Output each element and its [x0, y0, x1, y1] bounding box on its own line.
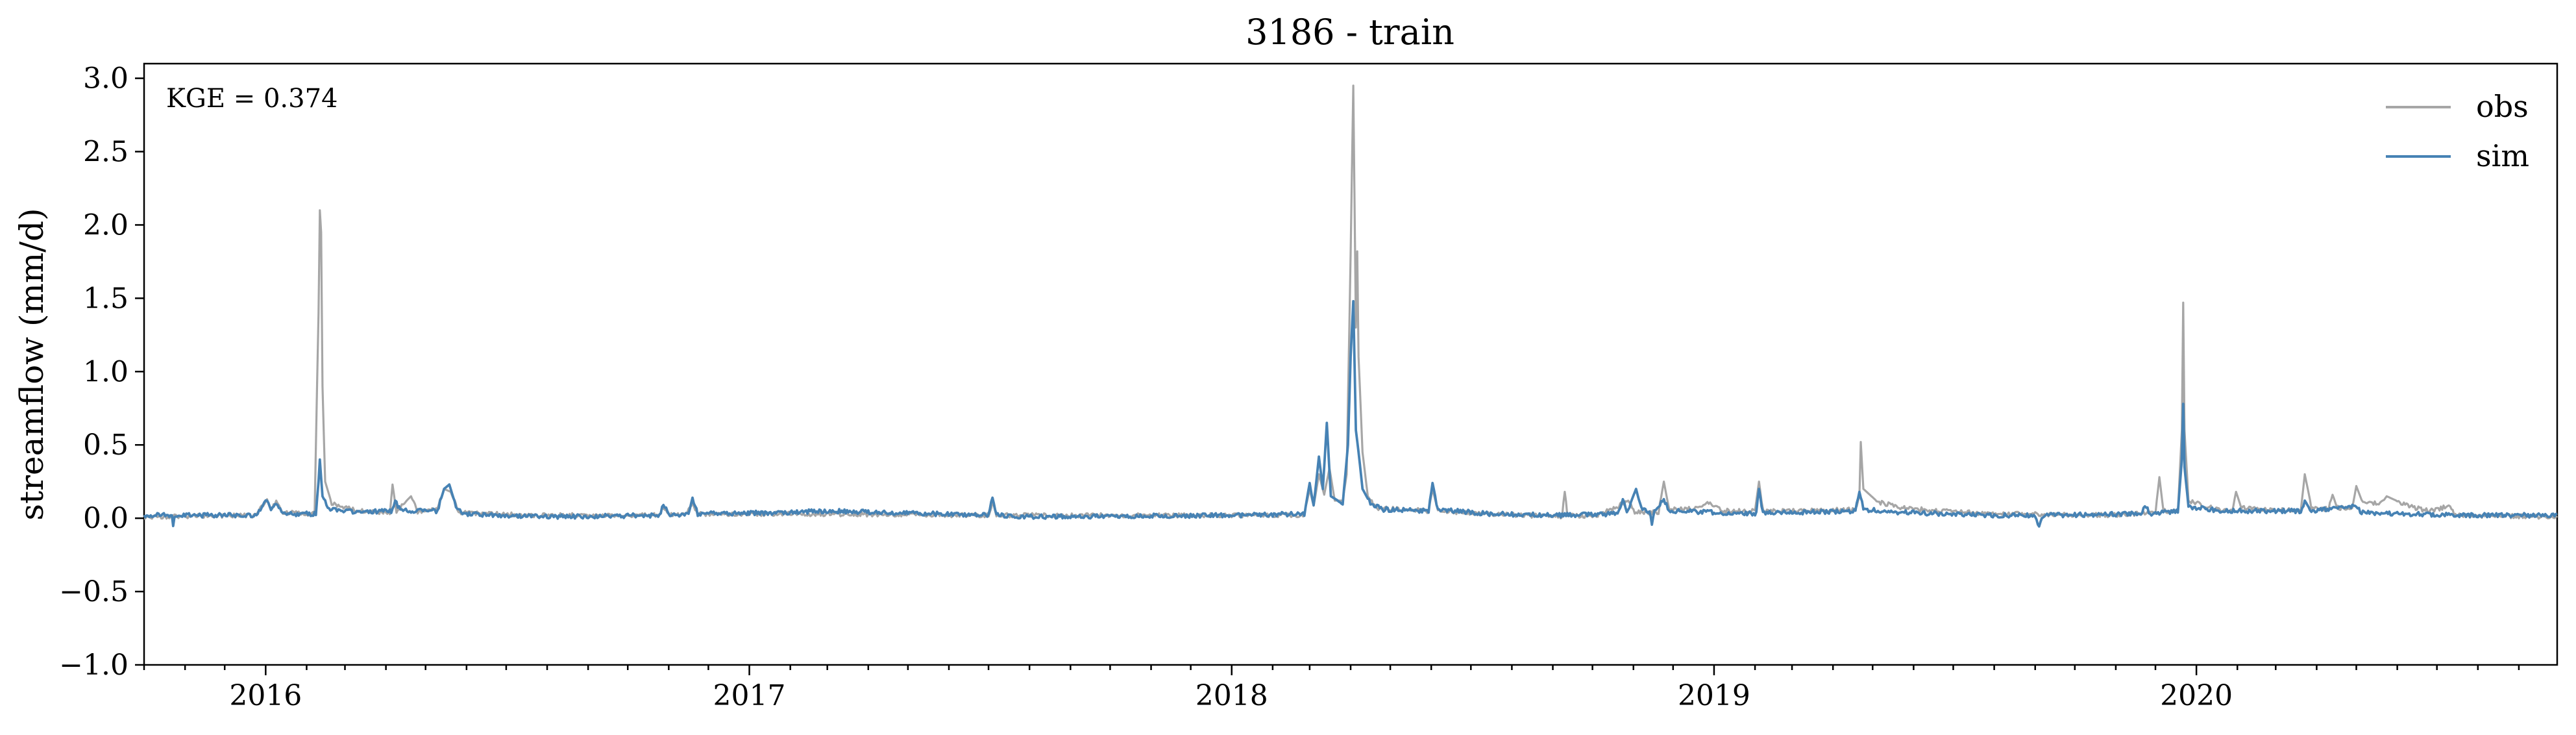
x-axis: 2016 2017 2018 2019 2020 [143, 665, 2520, 712]
y-tick-label: −0.5 [59, 575, 129, 608]
x-tick-label: 2017 [713, 679, 786, 712]
legend-label-obs: obs [2476, 89, 2529, 124]
kge-annotation: KGE = 0.374 [166, 84, 338, 114]
y-tick-label: 3.0 [83, 62, 129, 95]
y-tick-label: 1.5 [83, 282, 129, 315]
x-tick-label: 2016 [229, 679, 302, 712]
y-tick-label: 2.0 [83, 208, 129, 242]
y-axis-title: streamflow (mm/d) [13, 208, 51, 520]
y-tick-label: 1.0 [83, 355, 129, 388]
y-axis: −1.0 −0.5 0.0 0.5 1.0 1.5 2.0 2.5 3.0 [59, 62, 144, 682]
y-tick-label: −1.0 [59, 649, 129, 682]
x-tick-label: 2018 [1196, 679, 1268, 712]
series-layer [143, 84, 2558, 528]
x-tick-label: 2019 [1678, 679, 1750, 712]
y-tick-label: 0.5 [83, 429, 129, 462]
x-tick-label: 2020 [2160, 679, 2233, 712]
chart-title: 3186 - train [1245, 12, 1454, 53]
legend: obs sim [2386, 89, 2529, 173]
series-line-sim [143, 300, 2558, 528]
y-tick-label: 0.0 [83, 502, 129, 535]
legend-label-sim: sim [2476, 138, 2529, 173]
y-tick-label: 2.5 [83, 136, 129, 169]
plot-area: −1.0−0.50.00.51.01.52.02.53.0 2016 2017 20… [59, 62, 2558, 712]
